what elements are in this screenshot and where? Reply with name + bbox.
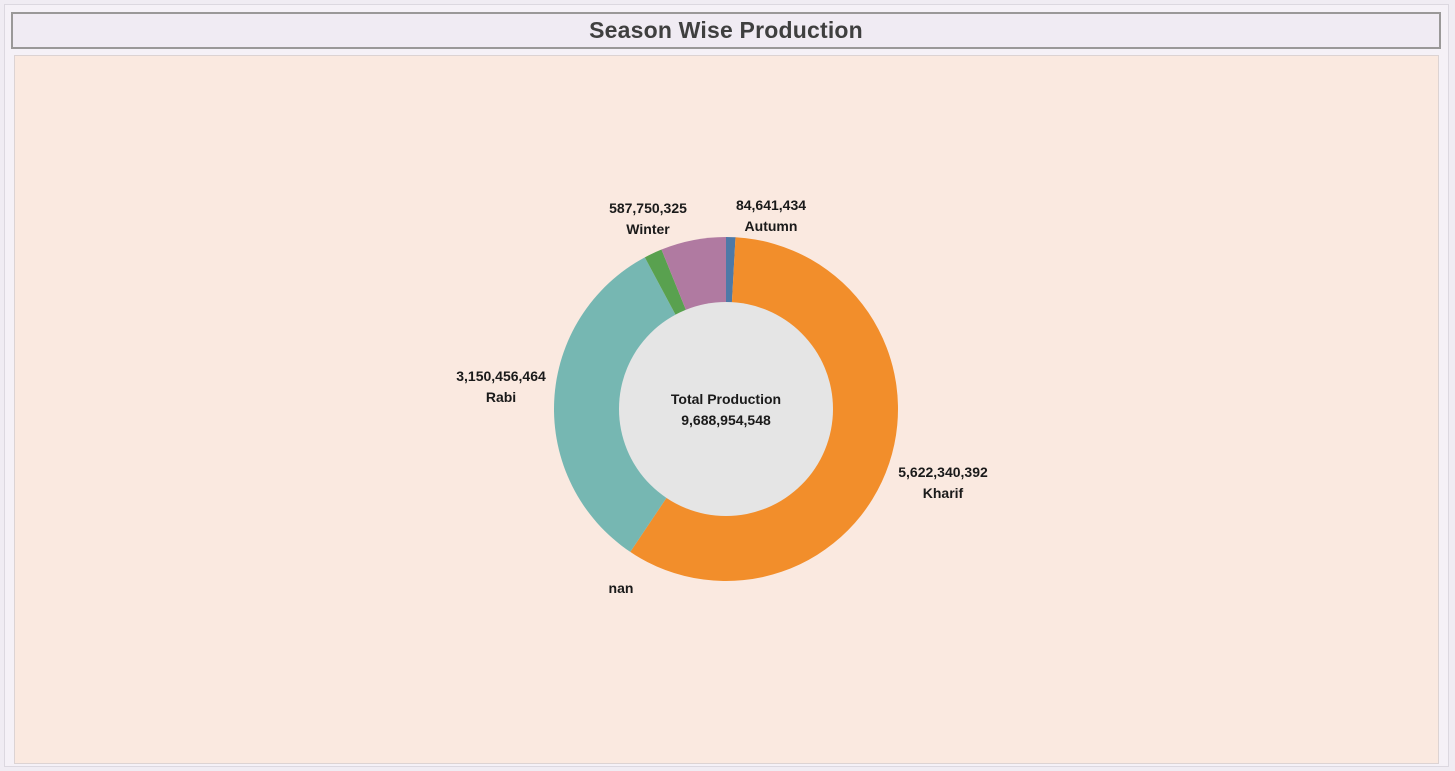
center-value-label: 9,688,954,548 <box>681 412 771 428</box>
donut-center <box>619 302 833 516</box>
slice-name-label: Autumn <box>745 218 798 234</box>
slice-value-label: 5,622,340,392 <box>898 464 988 480</box>
slice-name-label: Winter <box>626 221 670 237</box>
slice-name-label: Rabi <box>486 389 516 405</box>
title-bar: Season Wise Production <box>11 12 1441 49</box>
slice-value-label: 84,641,434 <box>736 197 806 213</box>
slice-value-label: 3,150,456,464 <box>456 368 546 384</box>
slice-name-label: Kharif <box>923 485 964 501</box>
slice-labels: 84,641,434 Autumn 5,622,340,392 Kharif nan 3,… <box>456 197 988 596</box>
chart-title: Season Wise Production <box>589 17 863 43</box>
slice-value-label: 587,750,325 <box>609 200 687 216</box>
slice-name-label: nan <box>609 580 634 596</box>
center-title-label: Total Production <box>671 391 781 407</box>
